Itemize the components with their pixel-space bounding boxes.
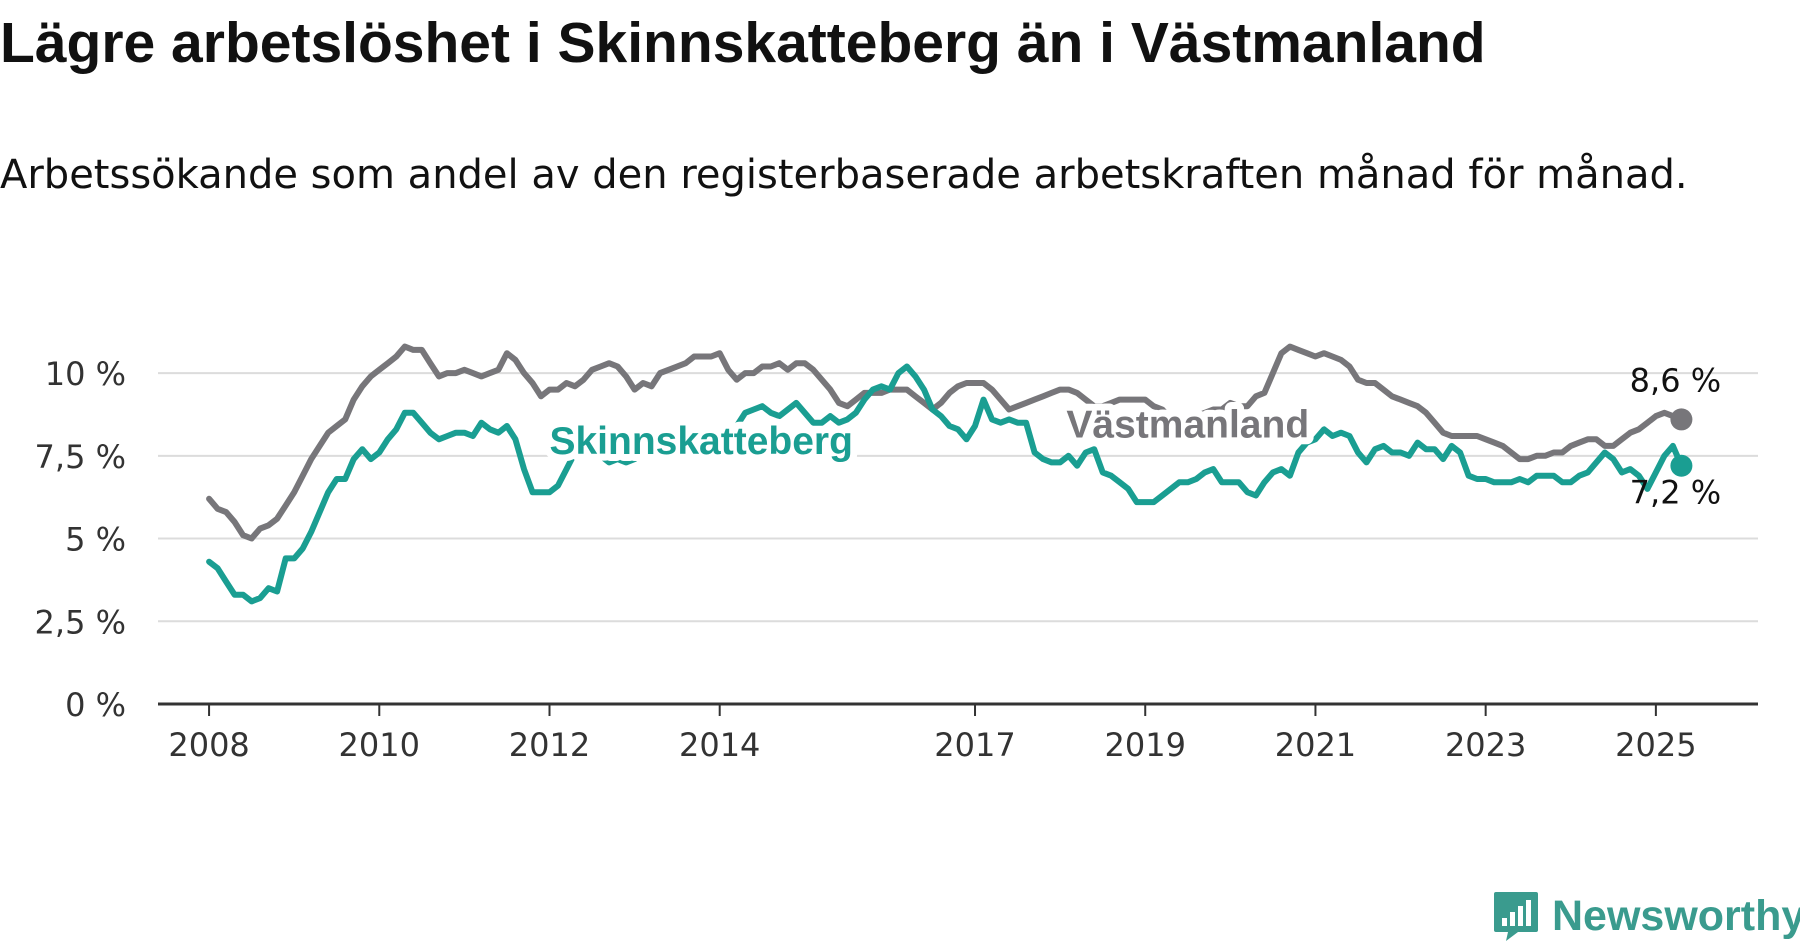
chart-subtitle: Arbetssökande som andel av den registerb… (0, 152, 1688, 198)
series-label-halo: Västmanland (1066, 403, 1309, 446)
x-tick-label: 2021 (1275, 726, 1356, 764)
x-tick-label: 2023 (1445, 726, 1526, 764)
end-value-label: 8,6 % (1630, 361, 1721, 399)
end-value-label: 7,2 % (1630, 474, 1721, 512)
x-tick-label: 2025 (1615, 726, 1696, 764)
brand-name: Newsworthy (1552, 892, 1800, 940)
series-label-halo: Skinnskatteberg (549, 420, 852, 463)
y-tick-label: 2,5 % (35, 603, 126, 641)
end-point-marker (1670, 454, 1693, 477)
x-tick-label: 2008 (168, 726, 249, 764)
x-tick-label: 2014 (679, 726, 760, 764)
y-tick-label: 10 % (45, 355, 126, 393)
y-tick-label: 7,5 % (35, 438, 126, 476)
newsworthy-logo-icon (1494, 892, 1538, 941)
x-tick-label: 2017 (934, 726, 1015, 764)
newsworthy-logo: Newsworthy (1492, 890, 1800, 942)
series-label-västmanland: Västmanland (1066, 403, 1309, 446)
chart-title: Lägre arbetslöshet i Skinnskatteberg än … (0, 11, 1486, 75)
x-tick-label: 2019 (1105, 726, 1186, 764)
line-chart: 0 % 2,5 % 5 % 7,5 % 10 % 2008 2010 2012 2014 2017… (35, 343, 1758, 764)
series-label-skinnskatteberg: Skinnskatteberg (549, 420, 852, 463)
x-tick-label: 2012 (509, 726, 590, 764)
end-point-marker (1670, 408, 1693, 431)
y-tick-label: 0 % (65, 686, 126, 724)
x-tick-label: 2010 (339, 726, 420, 764)
y-tick-label: 5 % (65, 521, 126, 559)
series-line-västmanland (206, 343, 1685, 542)
series-line-skinnskatteberg (206, 363, 1685, 605)
